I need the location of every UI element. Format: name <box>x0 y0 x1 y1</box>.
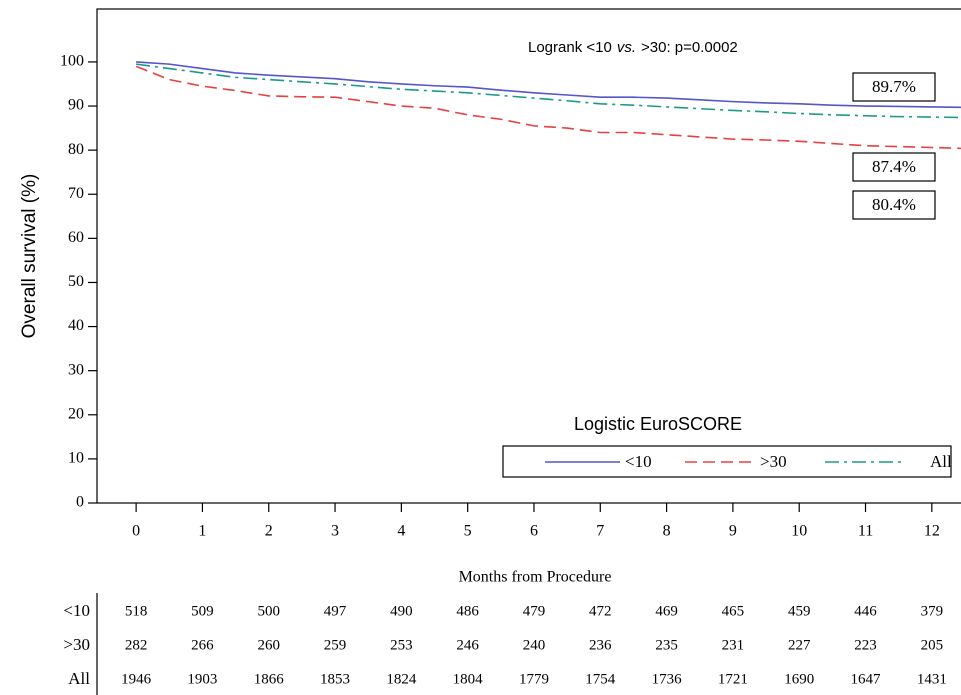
x-tick-label: 11 <box>858 523 873 540</box>
risk-count: 446 <box>854 603 877 619</box>
risk-count: 1824 <box>386 671 417 687</box>
risk-row-label: <10 <box>63 601 90 620</box>
risk-count: 282 <box>125 637 148 653</box>
risk-count: 227 <box>788 637 811 653</box>
risk-count: 246 <box>456 637 479 653</box>
risk-count: 1647 <box>851 671 882 687</box>
risk-count: 509 <box>191 603 214 619</box>
risk-count: 518 <box>125 603 148 619</box>
risk-count: 1690 <box>784 671 814 687</box>
y-tick-label: 30 <box>68 361 84 378</box>
plot-frame <box>96 8 961 504</box>
y-tick-label: 40 <box>68 317 84 334</box>
risk-count: 459 <box>788 603 811 619</box>
x-tick-label: 2 <box>265 523 273 540</box>
x-tick-label: 6 <box>530 523 538 540</box>
x-tick-label: 8 <box>663 523 671 540</box>
risk-count: 490 <box>390 603 413 619</box>
end-label: 80.4% <box>872 195 916 214</box>
end-label-box <box>852 72 936 102</box>
x-tick-label: 9 <box>729 523 737 540</box>
end-label-box <box>852 152 936 182</box>
x-tick-label: 1 <box>198 523 206 540</box>
y-tick-label: 10 <box>68 450 84 467</box>
survival-line <box>136 61 961 109</box>
x-tick-label: 5 <box>464 523 472 540</box>
risk-count: 1754 <box>585 671 616 687</box>
risk-count: 235 <box>655 637 678 653</box>
legend-label: All <box>930 452 952 471</box>
annotation: Logrank <10 vs. >30: p=0.0002 <box>528 39 738 56</box>
risk-count: 1903 <box>187 671 217 687</box>
risk-count: 1804 <box>453 671 484 687</box>
risk-count: 1736 <box>652 671 683 687</box>
y-axis-label: Overall survival (%) <box>19 174 40 339</box>
y-tick-label: 0 <box>76 494 84 511</box>
x-tick-label: 7 <box>596 523 604 540</box>
end-label: 89.7% <box>872 77 916 96</box>
risk-count: 253 <box>390 637 413 653</box>
risk-count: 1779 <box>519 671 549 687</box>
annotation-text: vs. <box>617 39 636 56</box>
x-tick-label: 10 <box>791 523 807 540</box>
risk-count: 479 <box>523 603 546 619</box>
y-tick-label: 60 <box>68 229 84 246</box>
risk-row-label: All <box>68 669 90 688</box>
end-label: 87.4% <box>872 157 916 176</box>
risk-count: 472 <box>589 603 612 619</box>
legend-label: >30 <box>760 452 787 471</box>
x-tick-label: 4 <box>397 523 405 540</box>
risk-count: 465 <box>722 603 745 619</box>
annotation-text: >30: p=0.0002 <box>641 39 738 56</box>
x-axis-label: Months from Procedure <box>459 569 612 586</box>
survival-line <box>136 63 961 119</box>
risk-count: 1866 <box>254 671 285 687</box>
risk-count: 236 <box>589 637 612 653</box>
risk-count: 497 <box>324 603 347 619</box>
y-tick-label: 80 <box>68 141 84 158</box>
end-label-box <box>852 190 936 220</box>
x-tick-label: 0 <box>132 523 140 540</box>
y-tick-label: 100 <box>60 53 84 70</box>
risk-count: 223 <box>854 637 877 653</box>
y-tick-label: 20 <box>68 405 84 422</box>
y-tick-label: 50 <box>68 273 84 290</box>
legend-title: Logistic EuroSCORE <box>574 414 742 434</box>
risk-count: 1946 <box>121 671 152 687</box>
risk-row-label: >30 <box>63 635 90 654</box>
risk-count: 205 <box>921 637 944 653</box>
x-tick-label: 3 <box>331 523 339 540</box>
risk-count: 1853 <box>320 671 350 687</box>
risk-count: 500 <box>257 603 280 619</box>
survival-line <box>135 65 961 150</box>
risk-count: 240 <box>523 637 546 653</box>
legend-label: <10 <box>625 452 652 471</box>
y-tick-label: 70 <box>68 185 84 202</box>
risk-count: 1721 <box>718 671 748 687</box>
risk-count: 260 <box>257 637 280 653</box>
risk-count: 231 <box>722 637 745 653</box>
risk-count: 469 <box>655 603 678 619</box>
risk-count: 1431 <box>917 671 947 687</box>
x-tick-label: 12 <box>924 523 940 540</box>
risk-count: 486 <box>456 603 479 619</box>
risk-count: 379 <box>921 603 944 619</box>
risk-count: 259 <box>324 637 347 653</box>
annotation-text: Logrank <10 <box>528 39 612 56</box>
risk-count: 266 <box>191 637 214 653</box>
y-tick-label: 90 <box>68 97 84 114</box>
